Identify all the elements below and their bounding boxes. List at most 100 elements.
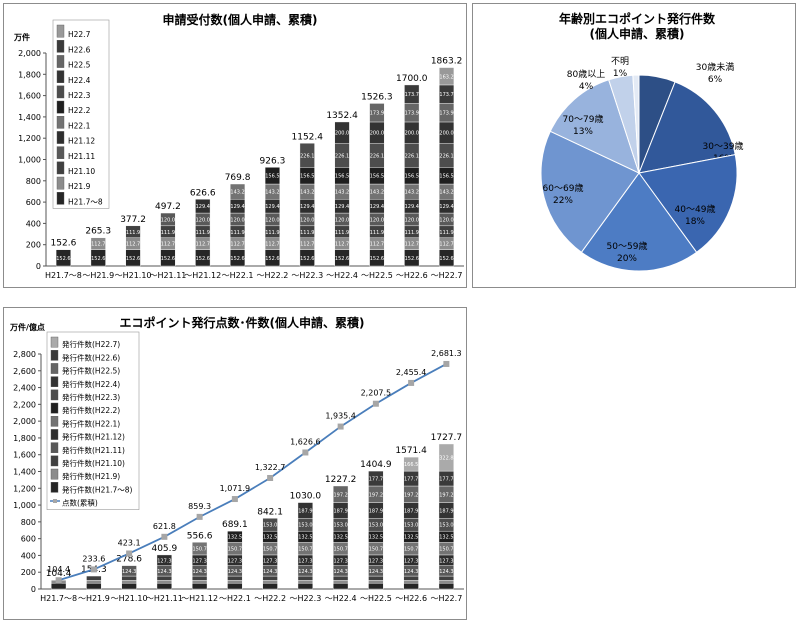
bar-segment-label: 153.0	[298, 523, 312, 529]
bar-segment-label: 124.3	[157, 569, 171, 575]
bar-total-label: 926.3	[260, 156, 286, 166]
bar-segment-label: 153.0	[369, 523, 383, 529]
x-tick-label: ～H22.5	[361, 271, 393, 280]
bar-segment-label: 112.7	[126, 242, 140, 248]
line-marker	[55, 577, 62, 584]
bar-total-label: 1863.2	[431, 57, 463, 67]
bar-segment	[333, 580, 349, 584]
bar-segment	[438, 443, 454, 472]
x-tick-label: ～H22.2	[254, 594, 286, 603]
bar-segment-label: 226.1	[300, 153, 314, 159]
bar-segment-label: 177.7	[404, 477, 418, 483]
bar-segment-label: 120.0	[439, 217, 453, 223]
bar-segment-label: 112.7	[335, 242, 349, 248]
pie-slice-label: 40～49歳	[675, 203, 716, 215]
bar-segment-label: 156.5	[370, 174, 384, 180]
bar-segment-label: 124.3	[122, 569, 136, 575]
bar-segment-label: 124.3	[333, 569, 347, 575]
bar-segment-label: 127.3	[298, 558, 312, 564]
y-tick-label: 2,400	[13, 384, 36, 393]
bar-segment	[192, 575, 208, 581]
bar-total-label: 152.6	[51, 239, 77, 249]
bar-segment-label: 132.5	[333, 535, 347, 541]
line-marker	[126, 550, 133, 557]
legend-swatch	[56, 100, 65, 114]
pie-slice-label: 60～69歳	[543, 182, 584, 194]
bar-segment-label: 173.7	[439, 92, 453, 98]
bar-segment-label: 143.2	[300, 190, 314, 196]
bar-total-label: 1727.7	[431, 433, 463, 443]
bar-segment-label: 187.9	[404, 508, 418, 514]
bar-segment-label: 197.2	[369, 492, 383, 498]
chart-subtitle: (個人申請、累積)	[590, 26, 685, 41]
line-marker	[443, 360, 450, 367]
bar-segment-label: 152.6	[230, 256, 244, 262]
bar-segment-label: 187.9	[298, 508, 312, 514]
bar-segment-label: 120.0	[161, 217, 175, 223]
legend-label: H21.12	[68, 137, 95, 146]
legend-swatch	[50, 442, 59, 454]
bar-segment-label: 150.7	[298, 547, 312, 553]
x-tick-label: ～H21.10	[115, 271, 152, 280]
x-tick-label: ～H21.9	[82, 271, 114, 280]
bar-segment-label: 127.3	[157, 558, 171, 564]
bar-segment	[192, 583, 208, 590]
bar-segment	[86, 580, 102, 584]
bar-total-label: 1152.4	[292, 132, 324, 142]
bar-segment	[227, 575, 243, 581]
bar-segment-label: 150.7	[369, 547, 383, 553]
bar-total-label: 1352.4	[326, 111, 358, 121]
bar-segment-label: 200.0	[439, 131, 453, 137]
legend-label: 発行件数(H22.7)	[62, 339, 120, 349]
bar-total-label: 556.6	[187, 531, 213, 541]
bar-segment-label: 129.4	[265, 204, 279, 210]
bar-segment	[262, 580, 278, 584]
bar-segment-label: 166.5	[404, 462, 418, 468]
bar-segment-label: 163.2	[439, 74, 453, 80]
bar-segment-label: 143.2	[370, 190, 384, 196]
bar-segment-label: 129.4	[300, 204, 314, 210]
legend-label: H22.7	[68, 30, 91, 39]
bar-segment-label: 132.5	[369, 535, 383, 541]
bar-segment-label: 152.6	[161, 256, 175, 262]
x-tick-label: ～H22.7	[431, 271, 463, 280]
legend-label: 発行件数(H21.7～8)	[62, 484, 133, 494]
bar-segment	[334, 121, 350, 144]
applications-chart-panel: 申請受付数(個人申請、累積) 万件 0 200 400 600 800 1,000 1,200 1…	[3, 3, 467, 288]
bar-segment	[403, 575, 419, 581]
bar-segment-label: 124.3	[439, 569, 453, 575]
bar-segment-label: 226.1	[439, 153, 453, 159]
bar-segment-label: 111.9	[405, 230, 419, 236]
bar-segment	[297, 580, 313, 584]
x-tick-label: H21.7～8	[45, 271, 82, 280]
legend-swatch	[56, 191, 65, 205]
bar-segment	[403, 580, 419, 584]
bar-segment-label: 120.0	[265, 217, 279, 223]
legend-label: H21.7～8	[68, 197, 103, 206]
x-tick-label: ～H22.6	[396, 271, 428, 280]
bar-segment-label: 127.3	[404, 558, 418, 564]
x-tick-label: ～H22.4	[326, 271, 358, 280]
bar-segment-label: 129.4	[196, 204, 210, 210]
bar-segment-label: 173.9	[405, 111, 419, 117]
bar-segment-label: 112.7	[230, 242, 244, 248]
pie-slice-label: 不明	[611, 56, 629, 67]
bar-segment-label: 129.4	[370, 204, 384, 210]
bar-total-label: 1571.4	[395, 446, 427, 456]
bar-segment-label: 120.0	[370, 217, 384, 223]
bar-segment-label: 173.7	[405, 92, 419, 98]
bar-segment-label: 127.3	[333, 558, 347, 564]
legend-swatch	[56, 55, 65, 68]
chart-title: 年齢別エコポイント発行件数	[559, 11, 716, 26]
legend-label: 発行件数(H22.5)	[62, 366, 120, 376]
age-pie-panel: 年齢別エコポイント発行件数(個人申請、累積)30歳未満6%30～39歳16%40…	[472, 3, 796, 288]
bar-segment-label: 143.2	[335, 190, 349, 196]
bar-segment-label: 152.6	[405, 256, 419, 262]
legend-swatch	[50, 429, 59, 440]
legend-swatch	[56, 70, 65, 83]
bar-segment-label: 124.3	[192, 569, 206, 575]
pie-slice	[549, 79, 640, 174]
x-tick-label: H21.7～8	[40, 594, 77, 603]
bar-segment	[121, 575, 137, 581]
bar-segment-label: 153.0	[404, 523, 418, 529]
